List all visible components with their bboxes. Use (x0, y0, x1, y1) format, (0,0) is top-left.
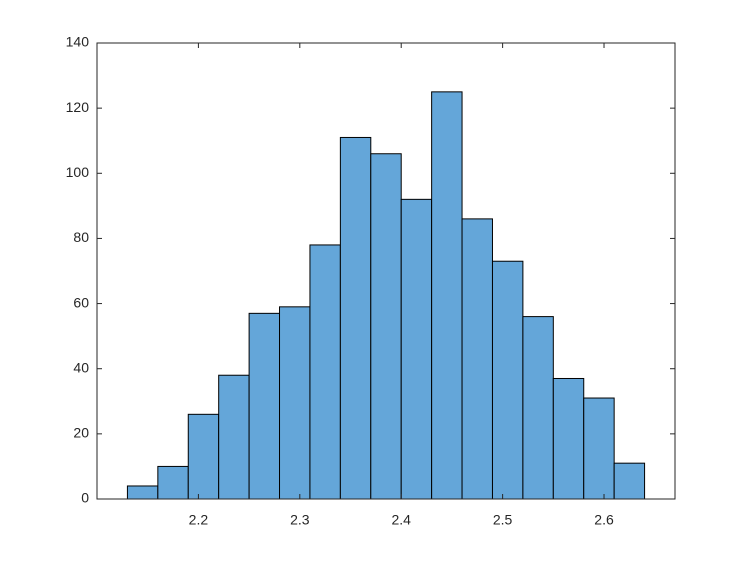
x-tick-label: 2.4 (391, 512, 411, 528)
bar (491, 260, 524, 500)
y-tick-label: 0 (81, 490, 89, 506)
bar (339, 136, 372, 500)
bar (461, 218, 493, 500)
bar (126, 485, 159, 500)
bar (583, 397, 615, 500)
bar (279, 306, 311, 500)
bar (400, 198, 433, 500)
bar (157, 465, 189, 500)
bar (431, 91, 463, 500)
y-tick-label: 40 (73, 359, 89, 375)
x-tick-label: 2.2 (189, 512, 209, 528)
bar (613, 462, 646, 500)
x-tick-label: 2.6 (594, 512, 614, 528)
axes-box (96, 42, 676, 500)
bar (218, 374, 250, 500)
bar (309, 244, 341, 500)
y-tick-label: 100 (66, 164, 90, 180)
bar (187, 413, 220, 500)
x-tick-label: 2.5 (493, 512, 513, 528)
y-tick-label: 80 (73, 229, 89, 245)
bar (552, 377, 585, 500)
y-tick-label: 120 (66, 99, 90, 115)
bar (370, 153, 402, 500)
y-tick-label: 20 (73, 425, 89, 441)
bar (522, 316, 554, 500)
y-tick-label: 140 (66, 34, 90, 50)
y-tick-label: 60 (73, 294, 89, 310)
x-tick-label: 2.3 (290, 512, 310, 528)
bar (248, 312, 281, 500)
